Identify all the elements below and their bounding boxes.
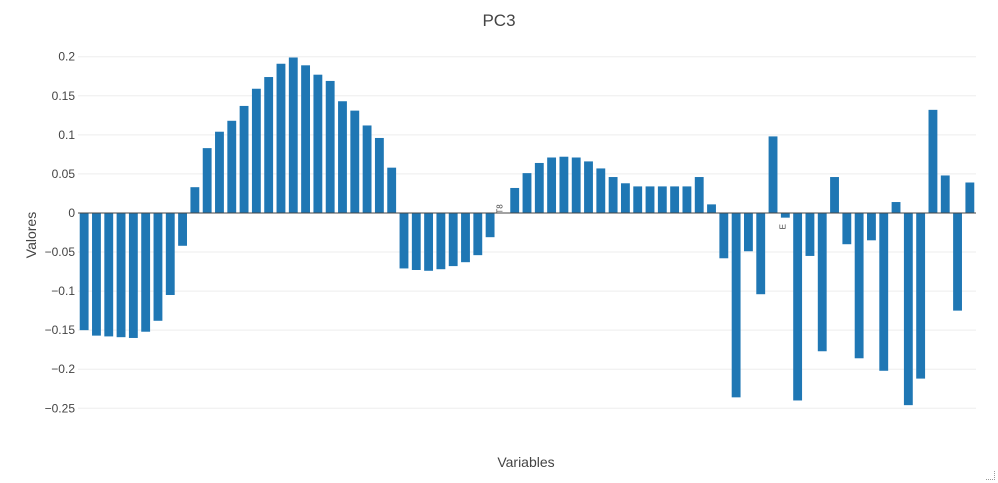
bar[interactable] — [276, 63, 286, 213]
y-tick-label: −0.1 — [51, 284, 75, 298]
bar[interactable] — [338, 101, 347, 213]
bar[interactable] — [584, 161, 593, 213]
bar[interactable] — [559, 156, 569, 213]
y-tick-label: −0.15 — [45, 323, 76, 337]
bar[interactable] — [325, 80, 335, 213]
bar[interactable] — [780, 212, 790, 218]
bar[interactable] — [891, 202, 901, 213]
bar[interactable] — [657, 186, 667, 213]
bar[interactable] — [178, 212, 187, 246]
bar-label: T8 — [495, 204, 504, 214]
bar[interactable] — [534, 162, 544, 213]
bar[interactable] — [633, 186, 643, 213]
bar[interactable] — [301, 65, 311, 213]
bar[interactable] — [731, 212, 741, 398]
bar[interactable] — [374, 137, 384, 213]
y-tick-label: −0.25 — [45, 401, 76, 415]
bar[interactable] — [424, 212, 434, 271]
y-tick-label: 0.2 — [58, 50, 75, 64]
bar[interactable] — [153, 212, 163, 321]
bar[interactable] — [165, 212, 175, 295]
bar[interactable] — [965, 182, 975, 213]
bar[interactable] — [313, 74, 323, 213]
bar[interactable] — [411, 212, 421, 270]
y-axis-title: Valores — [23, 212, 39, 258]
bar[interactable] — [707, 204, 716, 213]
bar[interactable] — [670, 186, 680, 213]
bar-labels: T8 E — [495, 204, 787, 230]
y-tick-label: 0.15 — [52, 89, 76, 103]
bar[interactable] — [485, 212, 495, 238]
bar[interactable] — [903, 212, 913, 406]
bar[interactable] — [854, 212, 864, 359]
y-tick-label: 0.1 — [58, 128, 75, 142]
gridlines — [78, 56, 976, 409]
bar[interactable] — [387, 167, 397, 213]
bar[interactable] — [743, 212, 753, 252]
bar[interactable] — [227, 120, 237, 213]
bar[interactable] — [916, 212, 926, 379]
bar[interactable] — [805, 212, 815, 256]
bar[interactable] — [92, 212, 101, 336]
bar[interactable] — [768, 136, 778, 213]
bar[interactable] — [128, 212, 138, 338]
bar[interactable] — [202, 148, 212, 213]
bar[interactable] — [571, 157, 581, 213]
bar[interactable] — [867, 212, 876, 241]
bar[interactable] — [461, 212, 470, 263]
bar[interactable] — [608, 177, 618, 213]
bar[interactable] — [116, 212, 126, 338]
y-tick-label: −0.2 — [51, 362, 75, 376]
y-tick-label: −0.05 — [45, 245, 76, 259]
bar[interactable] — [682, 186, 692, 213]
bar[interactable] — [141, 212, 151, 332]
bar[interactable] — [215, 131, 224, 213]
bar[interactable] — [399, 212, 409, 269]
bar[interactable] — [362, 125, 372, 213]
bar[interactable] — [190, 187, 200, 213]
bar[interactable] — [940, 175, 950, 213]
bar[interactable] — [264, 77, 274, 213]
bar[interactable] — [522, 173, 532, 213]
bar[interactable] — [510, 187, 520, 213]
bar[interactable] — [448, 212, 458, 267]
bar[interactable] — [350, 110, 360, 213]
bar[interactable] — [879, 212, 889, 371]
bar[interactable] — [694, 177, 704, 213]
resize-handle[interactable] — [986, 471, 995, 480]
bar[interactable] — [596, 168, 606, 213]
bar[interactable] — [830, 177, 839, 213]
bar[interactable] — [793, 212, 803, 401]
bar[interactable] — [473, 212, 483, 256]
y-tick-label: 0.05 — [52, 167, 76, 181]
bar[interactable] — [817, 212, 827, 352]
bar[interactable] — [79, 212, 89, 331]
x-axis-title: Variables — [497, 454, 554, 470]
bar-label: E — [778, 224, 787, 229]
bar[interactable] — [239, 105, 249, 213]
bar[interactable] — [645, 186, 655, 213]
bar[interactable] — [288, 57, 298, 213]
bar[interactable] — [104, 212, 114, 337]
bar[interactable] — [547, 157, 557, 213]
bar[interactable] — [620, 183, 630, 213]
bars — [79, 57, 975, 406]
bar[interactable] — [756, 212, 766, 295]
y-axis-ticks: 0.2 0.15 0.1 0.05 0 −0.05 −0.1 −0.15 −0.2 −0.25 — [45, 50, 76, 416]
bar[interactable] — [928, 109, 938, 213]
bar[interactable] — [842, 212, 852, 245]
chart-title: PC3 — [482, 11, 515, 30]
bar[interactable] — [251, 88, 261, 213]
bar[interactable] — [953, 212, 962, 311]
bar[interactable] — [436, 212, 446, 270]
y-tick-label: 0 — [68, 206, 75, 220]
bar[interactable] — [719, 212, 729, 259]
